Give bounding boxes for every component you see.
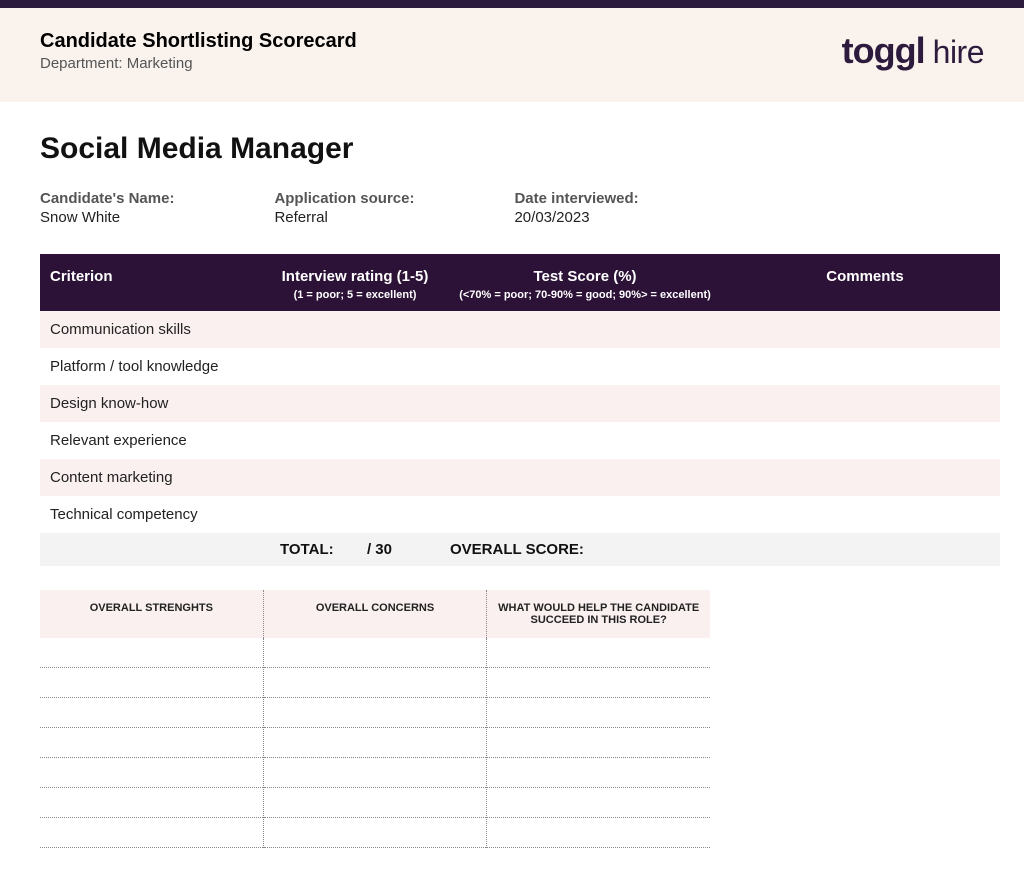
table-row: Platform / tool knowledge <box>40 348 1000 385</box>
total-row: TOTAL: / 30 OVERALL SCORE: <box>40 533 1000 566</box>
notes-help-header: WHAT WOULD HELP THE CANDIDATE SUCCEED IN… <box>487 590 710 638</box>
notes-line <box>40 818 263 848</box>
total-label: TOTAL: <box>280 541 334 558</box>
notes-help-col <box>487 638 710 848</box>
overall-score-label: OVERALL SCORE: <box>440 533 730 566</box>
notes-line <box>487 758 710 788</box>
scorecard-table: Criterion Interview rating (1-5) Test Sc… <box>40 254 1000 566</box>
notes-strengths-header: OVERALL STRENGHTS <box>40 590 264 638</box>
notes-line <box>264 818 487 848</box>
logo-main: toggl <box>842 30 925 72</box>
notes-line <box>487 668 710 698</box>
page-title: Candidate Shortlisting Scorecard <box>40 30 357 53</box>
notes-line <box>487 818 710 848</box>
table-row: Communication skills <box>40 311 1000 348</box>
th-score: Test Score (%) <box>440 254 730 289</box>
th-comments: Comments <box>730 254 1000 289</box>
criterion-cell: Design know-how <box>40 385 270 422</box>
notes-line <box>487 698 710 728</box>
notes-strengths-col <box>40 638 264 848</box>
notes-line <box>264 788 487 818</box>
notes-section: OVERALL STRENGHTS OVERALL CONCERNS WHAT … <box>40 590 710 848</box>
total-max: / 30 <box>367 541 392 558</box>
notes-line <box>40 638 263 668</box>
page-subtitle: Department: Marketing <box>40 55 357 72</box>
candidate-name-label: Candidate's Name: <box>40 190 174 207</box>
table-row: Technical competency <box>40 496 1000 533</box>
candidate-name-value: Snow White <box>40 209 174 226</box>
role-title: Social Media Manager <box>40 132 984 166</box>
notes-line <box>40 788 263 818</box>
notes-line <box>264 668 487 698</box>
date-interviewed: Date interviewed: 20/03/2023 <box>514 190 638 226</box>
logo-sub: hire <box>933 34 984 71</box>
notes-concerns-col <box>264 638 488 848</box>
notes-line <box>487 728 710 758</box>
table-row: Relevant experience <box>40 422 1000 459</box>
th-score-hint: (<70% = poor; 70-90% = good; 90%> = exce… <box>440 289 730 311</box>
application-source-label: Application source: <box>274 190 414 207</box>
candidate-info: Candidate's Name: Snow White Application… <box>40 190 984 226</box>
criterion-cell: Technical competency <box>40 496 270 533</box>
notes-line <box>264 728 487 758</box>
th-rating-hint: (1 = poor; 5 = excellent) <box>270 289 440 311</box>
th-criterion: Criterion <box>40 254 270 289</box>
notes-line <box>40 698 263 728</box>
body: Social Media Manager Candidate's Name: S… <box>0 102 1024 848</box>
criterion-cell: Platform / tool knowledge <box>40 348 270 385</box>
notes-line <box>264 638 487 668</box>
application-source-value: Referral <box>274 209 414 226</box>
logo: toggl hire <box>842 30 984 72</box>
date-interviewed-value: 20/03/2023 <box>514 209 638 226</box>
criterion-cell: Content marketing <box>40 459 270 496</box>
notes-concerns-header: OVERALL CONCERNS <box>264 590 488 638</box>
notes-line <box>264 698 487 728</box>
date-interviewed-label: Date interviewed: <box>514 190 638 207</box>
header-text: Candidate Shortlisting Scorecard Departm… <box>40 30 357 72</box>
table-row: Content marketing <box>40 459 1000 496</box>
th-rating: Interview rating (1-5) <box>270 254 440 289</box>
notes-line <box>40 668 263 698</box>
notes-line <box>487 638 710 668</box>
notes-line <box>264 758 487 788</box>
candidate-name: Candidate's Name: Snow White <box>40 190 174 226</box>
table-header-row1: Criterion Interview rating (1-5) Test Sc… <box>40 254 1000 289</box>
top-accent-bar <box>0 0 1024 8</box>
application-source: Application source: Referral <box>274 190 414 226</box>
notes-line <box>40 758 263 788</box>
notes-header: OVERALL STRENGHTS OVERALL CONCERNS WHAT … <box>40 590 710 638</box>
criterion-cell: Relevant experience <box>40 422 270 459</box>
notes-line <box>487 788 710 818</box>
notes-body <box>40 638 710 848</box>
criterion-cell: Communication skills <box>40 311 270 348</box>
table-header-row2: (1 = poor; 5 = excellent) (<70% = poor; … <box>40 289 1000 311</box>
notes-line <box>40 728 263 758</box>
table-row: Design know-how <box>40 385 1000 422</box>
header: Candidate Shortlisting Scorecard Departm… <box>0 8 1024 102</box>
